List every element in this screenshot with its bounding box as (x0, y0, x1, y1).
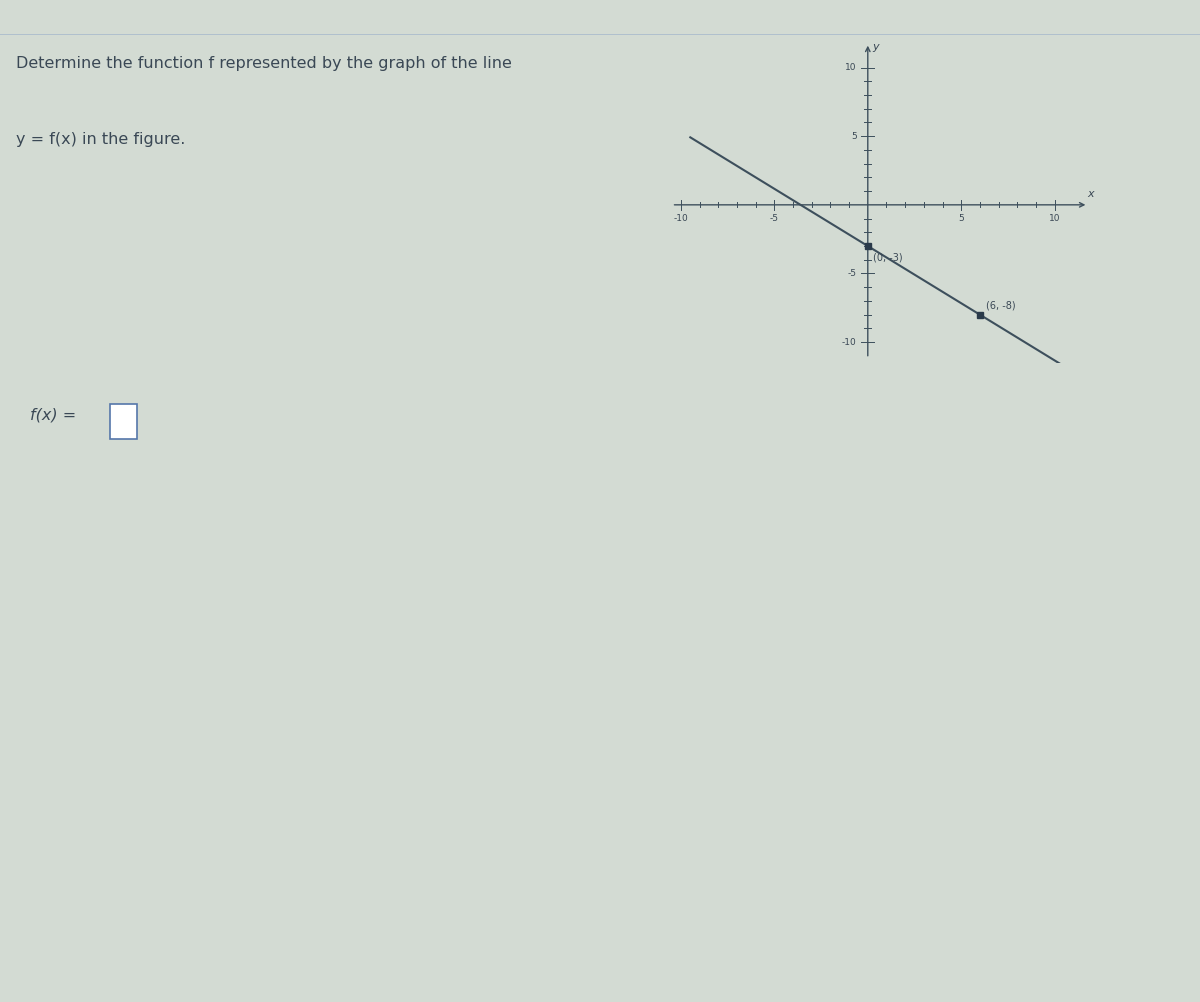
Text: y = f(x) in the figure.: y = f(x) in the figure. (16, 131, 185, 146)
Text: x: x (1087, 189, 1093, 199)
Text: 5: 5 (851, 131, 857, 140)
Text: -10: -10 (673, 214, 689, 223)
Text: 10: 10 (1049, 214, 1061, 223)
Text: -5: -5 (847, 269, 857, 278)
Text: -5: -5 (770, 214, 779, 223)
Text: 5: 5 (959, 214, 964, 223)
Bar (110, 404, 137, 439)
Text: y: y (872, 42, 880, 52)
Text: 10: 10 (845, 63, 857, 72)
Text: -10: -10 (842, 338, 857, 347)
Text: f(x) =: f(x) = (30, 408, 76, 423)
Text: Determine the function f represented by the graph of the line: Determine the function f represented by … (16, 56, 511, 70)
Text: (0, -3): (0, -3) (874, 253, 904, 263)
Text: (6, -8): (6, -8) (985, 301, 1015, 311)
